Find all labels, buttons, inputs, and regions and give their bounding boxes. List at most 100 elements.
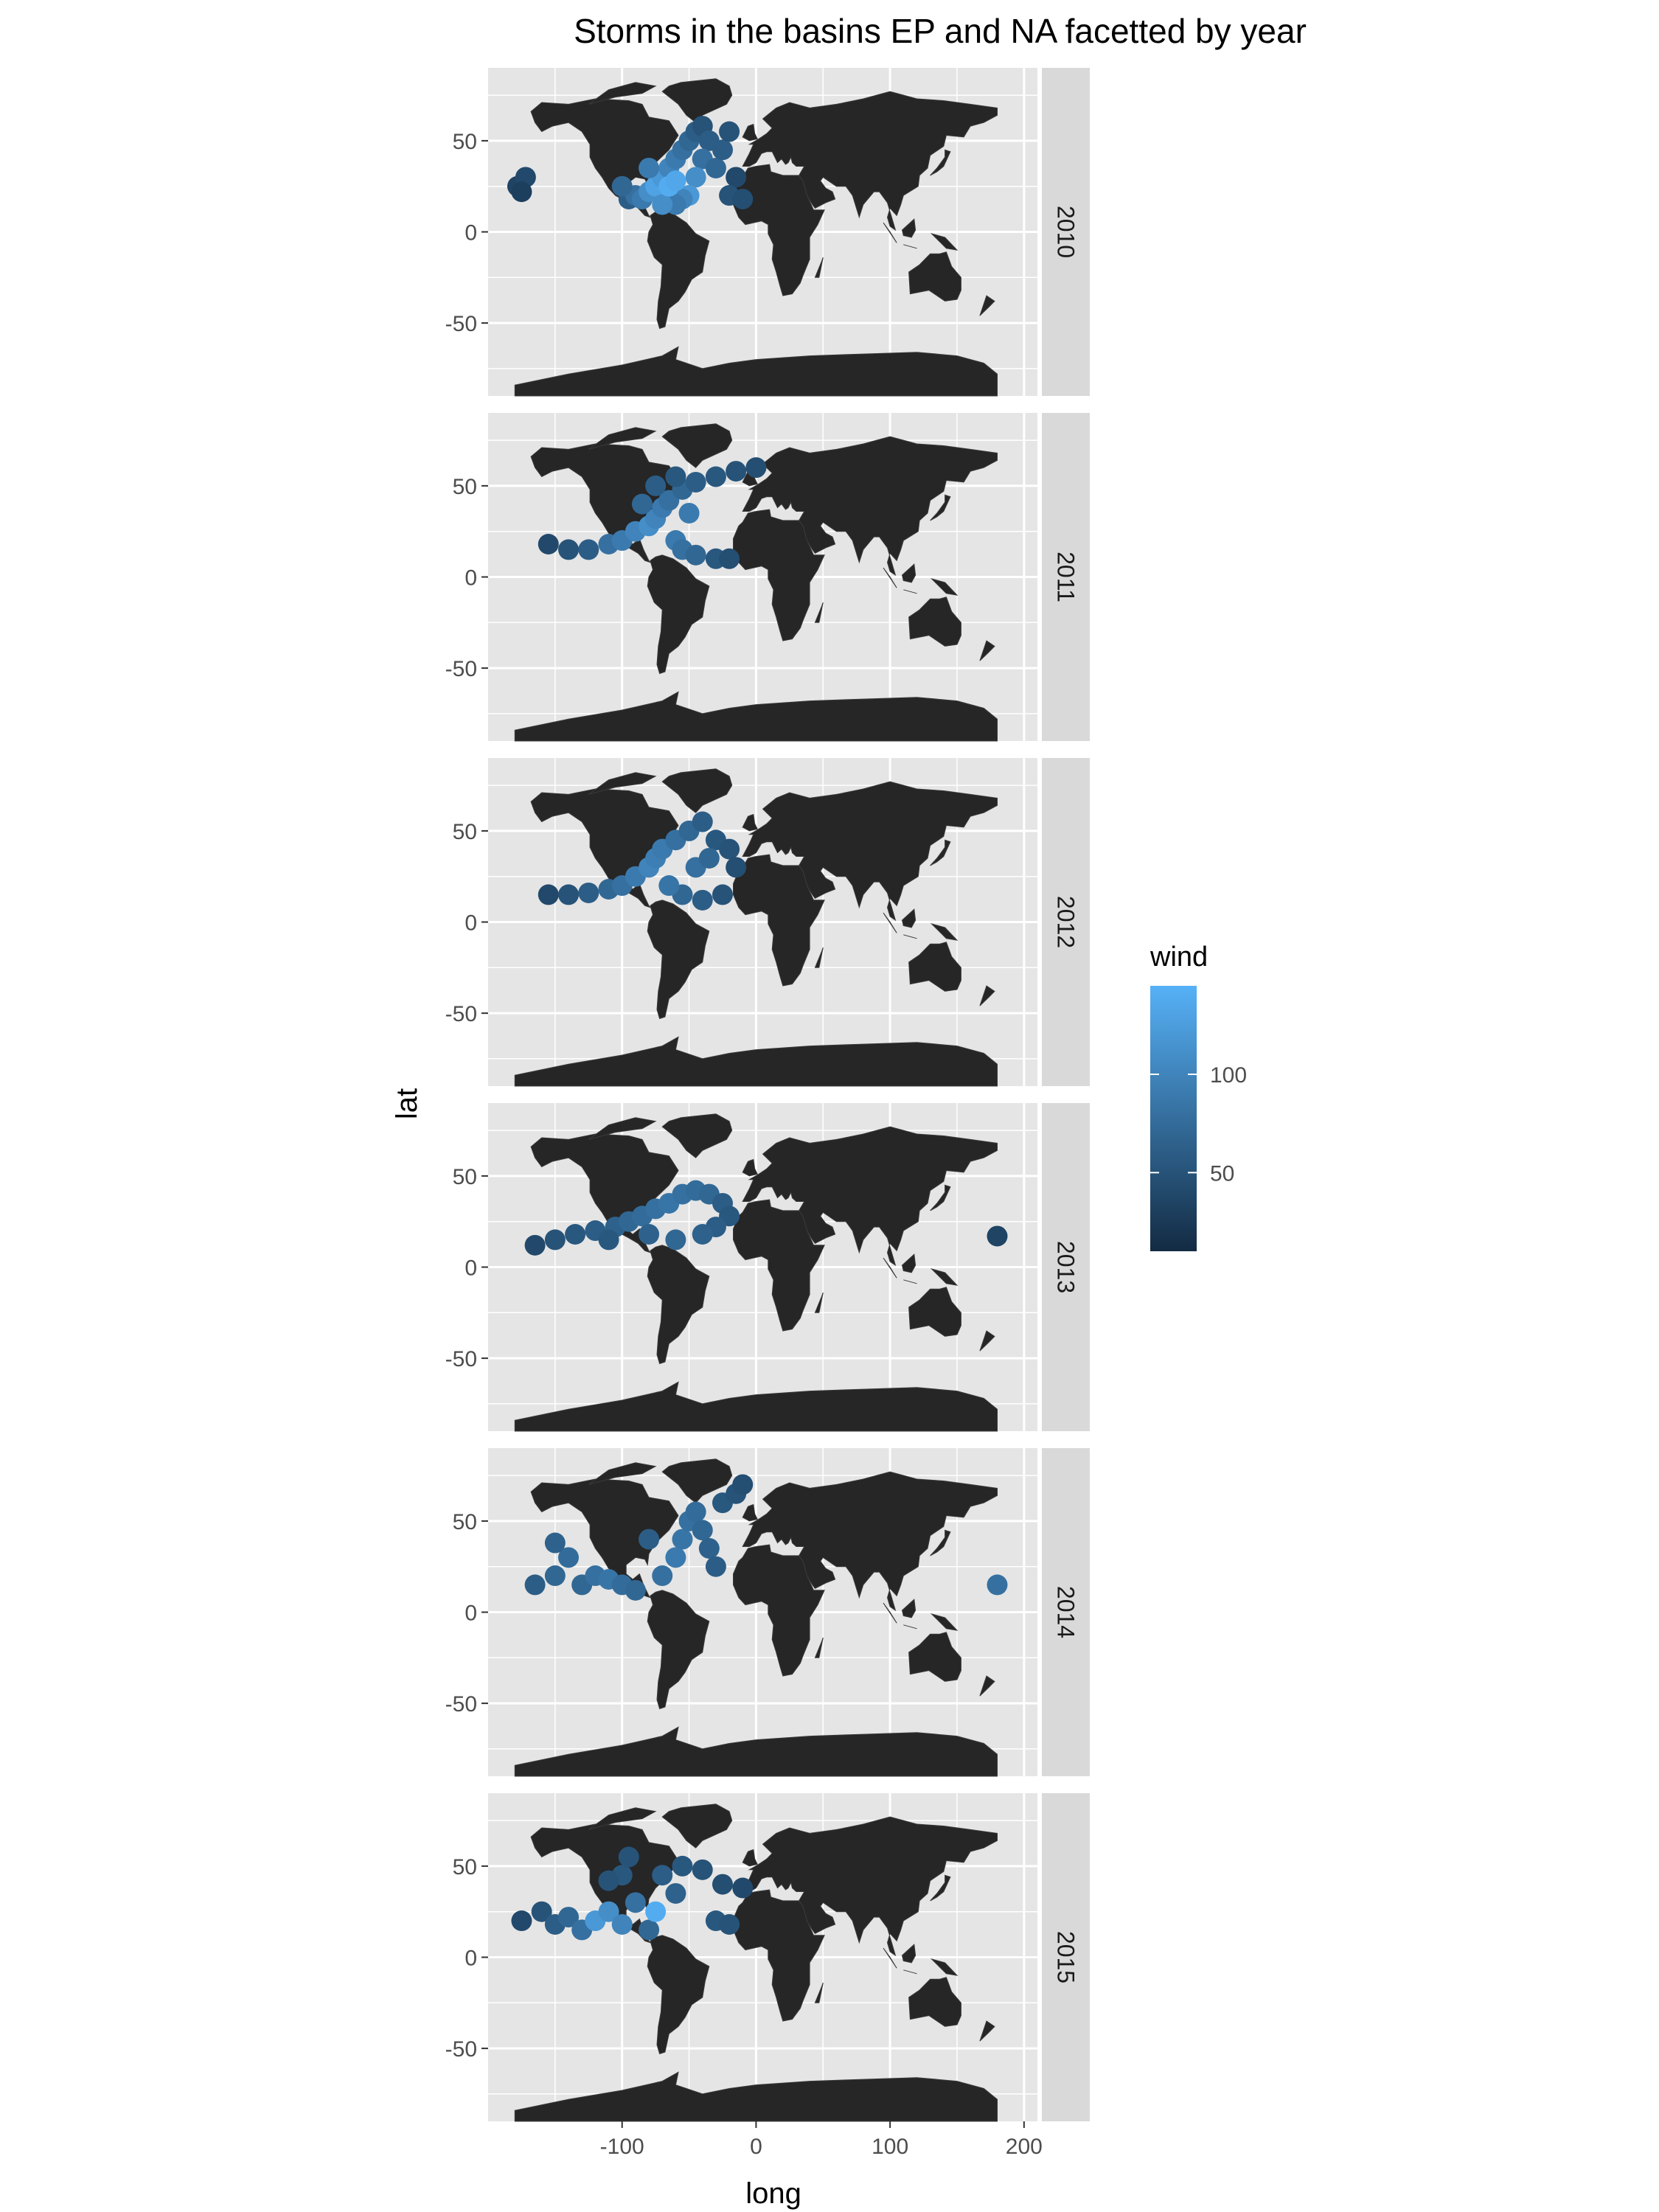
x-tick-label: 0 xyxy=(750,2135,762,2159)
facet-strip-label: 2011 xyxy=(1053,552,1079,602)
facet-panel-2011: -50 0 50 2011 xyxy=(445,413,1090,742)
storm-point xyxy=(692,889,713,911)
x-tick-label: -100 xyxy=(600,2135,644,2159)
storm-point xyxy=(578,882,599,903)
land-shape xyxy=(742,813,758,832)
storm-point xyxy=(698,1537,720,1559)
storm-point xyxy=(558,539,580,560)
land-shape xyxy=(979,1675,995,1697)
y-tick-label: 50 xyxy=(453,1855,477,1879)
land-shape xyxy=(908,597,961,647)
storm-point xyxy=(732,189,754,209)
land-shape xyxy=(742,1471,998,1612)
x-tick-label: 100 xyxy=(872,2135,908,2159)
land-shape xyxy=(908,1287,961,1337)
y-tick-label: -50 xyxy=(445,312,477,336)
storm-point xyxy=(712,1874,733,1895)
wind-legend: wind 50 100 xyxy=(1150,942,1247,1251)
storm-point xyxy=(685,471,706,493)
land-shape xyxy=(814,1982,824,2003)
storm-point xyxy=(732,1877,754,1899)
storm-point xyxy=(678,502,700,524)
facet-strip xyxy=(1042,1448,1090,1776)
land-shape xyxy=(883,567,897,588)
land-shape xyxy=(883,1947,897,1969)
y-tick-label: 50 xyxy=(453,130,477,154)
storm-point xyxy=(705,1556,726,1577)
land-shape xyxy=(588,772,657,795)
land-shape xyxy=(742,123,758,142)
land-shape xyxy=(733,854,825,987)
land-shape xyxy=(930,1529,951,1557)
facet-strip xyxy=(1042,758,1090,1086)
storm-point xyxy=(639,157,660,178)
storm-point xyxy=(531,1901,552,1922)
land-shape xyxy=(979,985,995,1006)
facet-strip-label: 2014 xyxy=(1053,1586,1079,1638)
land-shape xyxy=(901,1944,917,1964)
y-tick-label: -50 xyxy=(445,1692,477,1717)
storm-point xyxy=(578,539,599,560)
land-shape xyxy=(742,1816,998,1957)
land-shape xyxy=(814,947,824,968)
land-shape xyxy=(930,494,951,521)
y-tick-label: 0 xyxy=(465,221,477,246)
storm-point xyxy=(672,1855,693,1877)
facet-strip-label: 2010 xyxy=(1053,206,1079,258)
facet-strip xyxy=(1042,413,1090,741)
storm-point xyxy=(987,1574,1008,1596)
facet-strip xyxy=(1042,68,1090,396)
world-map xyxy=(514,1458,998,1777)
land-shape xyxy=(514,1726,998,1777)
land-shape xyxy=(930,1268,959,1286)
land-shape xyxy=(588,1462,657,1485)
land-shape xyxy=(930,1874,951,1902)
world-map xyxy=(514,768,998,1087)
x-tick-label: 200 xyxy=(1006,2135,1043,2159)
land-shape xyxy=(903,1624,917,1630)
chart-title: Storms in the basins EP and NA facetted … xyxy=(574,12,1307,50)
land-shape xyxy=(901,563,917,583)
storm-point xyxy=(719,548,740,569)
land-shape xyxy=(742,781,998,922)
y-tick-label: 0 xyxy=(465,911,477,936)
storm-point xyxy=(598,1870,619,1891)
legend-tick-label: 100 xyxy=(1210,1063,1247,1088)
land-shape xyxy=(647,900,710,1020)
land-shape xyxy=(742,1126,998,1267)
storm-point xyxy=(652,194,673,215)
facet-panel-2014: -50 0 50 2014 xyxy=(445,1448,1090,1777)
y-tick-label: 50 xyxy=(453,1510,477,1534)
storm-point xyxy=(705,157,726,178)
land-shape xyxy=(742,91,998,232)
facet-strip xyxy=(1042,1103,1090,1431)
storm-point xyxy=(712,139,733,161)
land-shape xyxy=(903,244,917,249)
storm-point xyxy=(712,884,733,905)
land-shape xyxy=(930,1184,951,1211)
storm-point xyxy=(631,493,653,515)
land-shape xyxy=(661,1804,733,1848)
storm-point xyxy=(665,1547,686,1568)
land-shape xyxy=(733,509,825,641)
land-shape xyxy=(647,209,710,330)
storm-points xyxy=(524,1180,1008,1256)
land-shape xyxy=(901,1599,917,1618)
land-shape xyxy=(514,2071,998,2122)
y-tick-label: -50 xyxy=(445,1347,477,1371)
storm-point xyxy=(639,1528,660,1550)
storm-point xyxy=(511,1910,532,1932)
land-shape xyxy=(930,839,951,866)
storm-points xyxy=(511,1846,754,1941)
storm-point xyxy=(558,884,580,905)
land-shape xyxy=(908,942,961,992)
land-shape xyxy=(742,1503,758,1522)
storm-point xyxy=(625,1892,646,1913)
land-shape xyxy=(742,436,998,577)
land-shape xyxy=(647,554,710,675)
storm-point xyxy=(692,1520,713,1541)
storm-point xyxy=(524,1574,546,1596)
land-shape xyxy=(530,1133,679,1253)
land-shape xyxy=(661,1458,733,1503)
